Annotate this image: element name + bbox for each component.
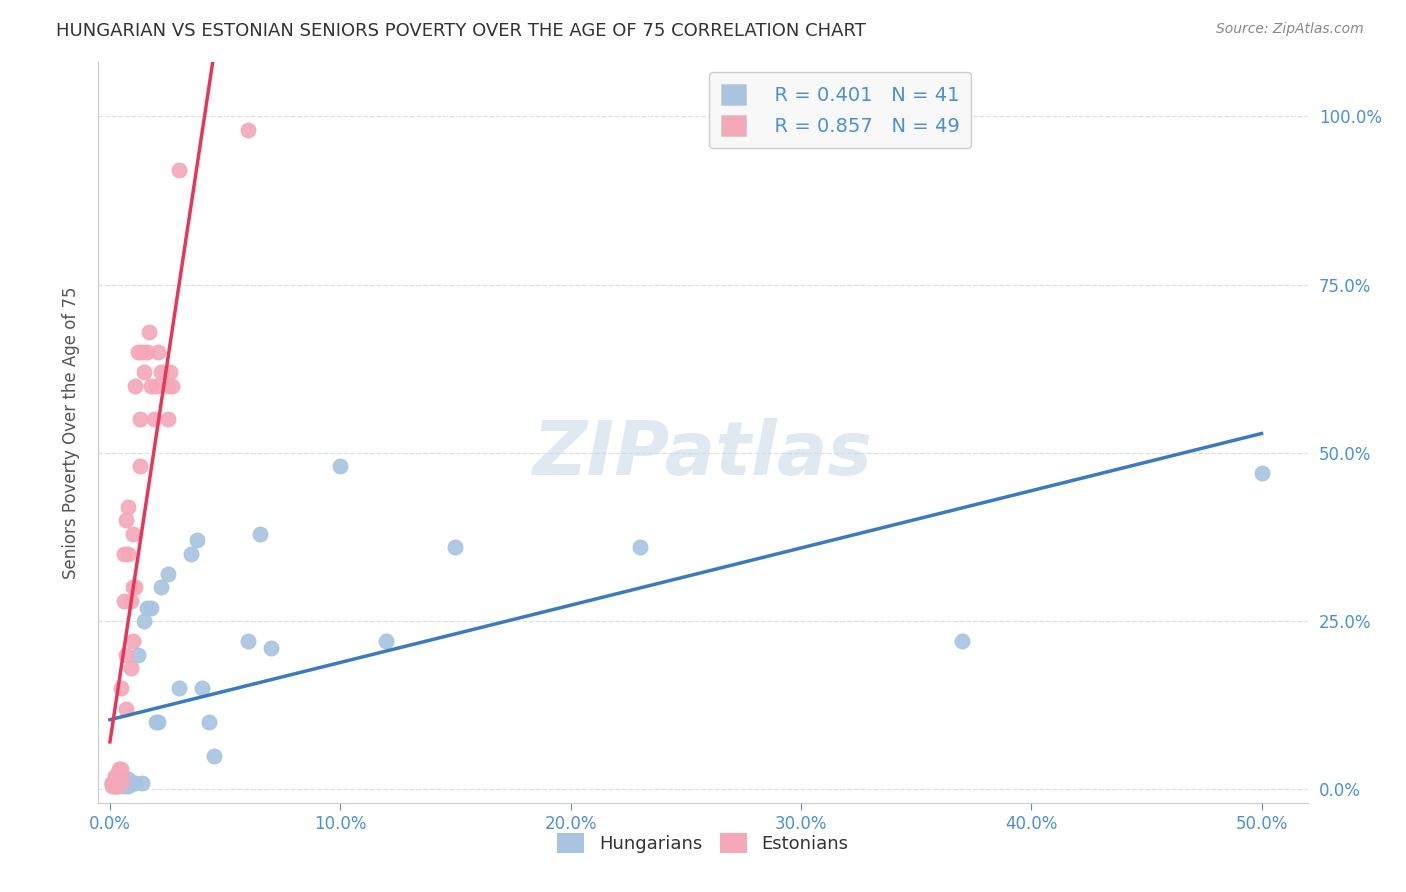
Point <box>117 500 139 514</box>
Point <box>110 769 132 783</box>
Point <box>117 772 139 787</box>
Point <box>103 769 125 783</box>
Point <box>115 775 138 789</box>
Point <box>124 581 146 595</box>
Point <box>141 600 163 615</box>
Point <box>186 533 208 548</box>
Point <box>249 526 271 541</box>
Point <box>167 681 190 696</box>
Text: HUNGARIAN VS ESTONIAN SENIORS POVERTY OVER THE AGE OF 75 CORRELATION CHART: HUNGARIAN VS ESTONIAN SENIORS POVERTY OV… <box>56 22 866 40</box>
Point <box>135 344 157 359</box>
Point <box>950 634 973 648</box>
Point <box>105 772 128 787</box>
Point <box>110 775 132 789</box>
Point <box>110 762 132 776</box>
Point <box>444 540 467 554</box>
Point <box>156 566 179 581</box>
Point <box>160 378 183 392</box>
Y-axis label: Seniors Poverty Over the Age of 75: Seniors Poverty Over the Age of 75 <box>62 286 80 579</box>
Point <box>202 748 225 763</box>
Point <box>110 772 132 787</box>
Point <box>236 122 259 136</box>
Point <box>134 365 156 379</box>
Point <box>110 775 132 789</box>
Point <box>127 344 149 359</box>
Point <box>108 775 131 789</box>
Point <box>103 779 125 793</box>
Point <box>120 775 142 789</box>
Point <box>112 775 135 789</box>
Point <box>117 547 139 561</box>
Point <box>134 614 156 628</box>
Point <box>628 540 651 554</box>
Point <box>131 775 153 789</box>
Point <box>149 581 172 595</box>
Point <box>115 701 138 715</box>
Point <box>127 648 149 662</box>
Point <box>135 600 157 615</box>
Point <box>124 775 146 789</box>
Point <box>101 779 124 793</box>
Point <box>159 365 181 379</box>
Point <box>141 378 163 392</box>
Point <box>145 714 167 729</box>
Point <box>124 378 146 392</box>
Point <box>148 714 170 729</box>
Point <box>180 547 202 561</box>
Point <box>149 365 172 379</box>
Text: Source: ZipAtlas.com: Source: ZipAtlas.com <box>1216 22 1364 37</box>
Point <box>105 779 128 793</box>
Point <box>138 325 160 339</box>
Point <box>112 547 135 561</box>
Point <box>122 581 145 595</box>
Point <box>110 772 132 787</box>
Point <box>122 775 145 789</box>
Point <box>108 762 131 776</box>
Point <box>131 344 153 359</box>
Point <box>101 775 124 789</box>
Point <box>375 634 398 648</box>
Point <box>105 772 128 787</box>
Point <box>120 594 142 608</box>
Point <box>122 634 145 648</box>
Point <box>145 378 167 392</box>
Point <box>329 459 352 474</box>
Point <box>128 459 150 474</box>
Point <box>103 779 125 793</box>
Text: ZIPatlas: ZIPatlas <box>533 418 873 491</box>
Point <box>115 513 138 527</box>
Point <box>108 775 131 789</box>
Point <box>112 779 135 793</box>
Legend: Hungarians, Estonians: Hungarians, Estonians <box>550 826 856 861</box>
Point <box>101 775 124 789</box>
Point <box>105 775 128 789</box>
Point <box>120 661 142 675</box>
Point <box>115 648 138 662</box>
Point <box>236 634 259 648</box>
Point <box>117 779 139 793</box>
Point <box>191 681 214 696</box>
Point <box>198 714 221 729</box>
Point <box>108 779 131 793</box>
Point <box>128 412 150 426</box>
Point <box>156 412 179 426</box>
Point <box>260 640 283 655</box>
Point <box>122 526 145 541</box>
Point <box>105 775 128 789</box>
Point <box>167 163 190 178</box>
Point <box>110 775 132 789</box>
Point <box>112 594 135 608</box>
Point <box>105 769 128 783</box>
Point <box>108 769 131 783</box>
Point <box>156 378 179 392</box>
Point <box>1250 466 1272 480</box>
Point <box>103 775 125 789</box>
Point <box>142 412 165 426</box>
Point <box>110 681 132 696</box>
Point <box>148 344 170 359</box>
